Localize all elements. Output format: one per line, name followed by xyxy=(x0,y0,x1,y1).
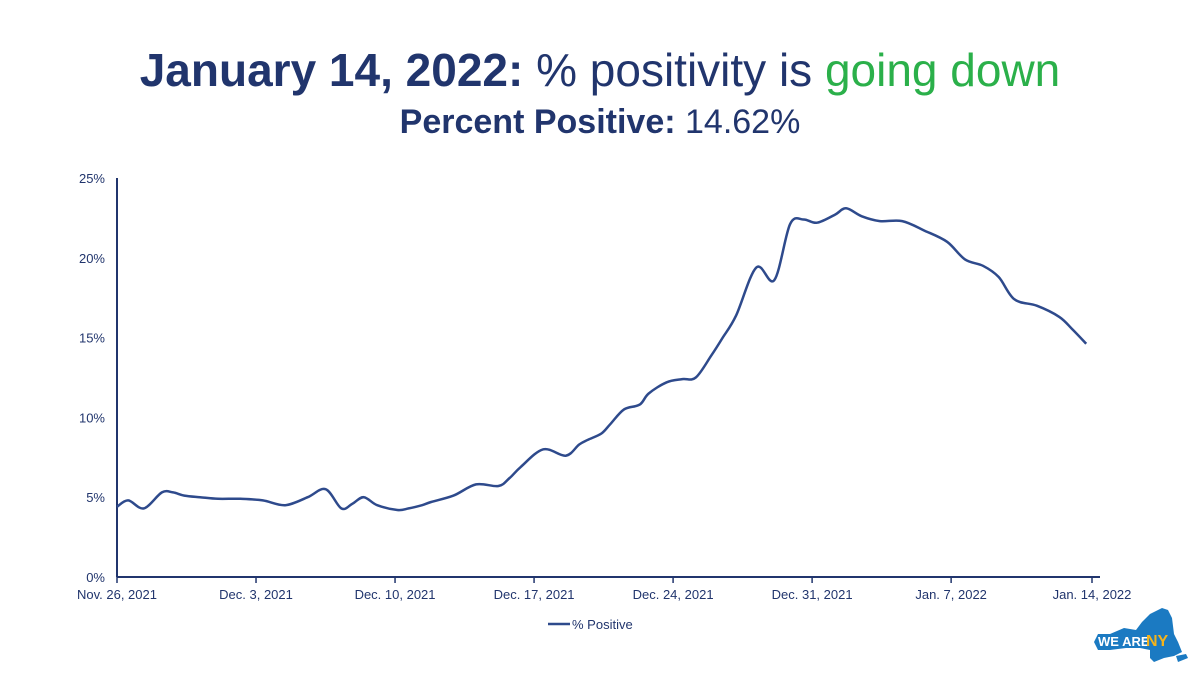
series-line-percent-positive xyxy=(116,207,1088,512)
title-text: % positivity is xyxy=(523,44,825,96)
y-tick-label: 0% xyxy=(86,570,105,585)
legend-label: % Positive xyxy=(572,617,633,632)
x-tick-label: Dec. 17, 2021 xyxy=(494,587,575,602)
logo-ny-text: NY xyxy=(1146,633,1169,650)
new-york-state-map-icon xyxy=(1094,608,1182,662)
x-tick-label: Jan. 14, 2022 xyxy=(1053,587,1132,602)
x-tick-label: Dec. 31, 2021 xyxy=(772,587,853,602)
we-are-ny-logo: WE ARE NY xyxy=(1094,608,1188,662)
x-tick-label: Nov. 26, 2021 xyxy=(77,587,157,602)
logo-we-are-text: WE ARE xyxy=(1098,634,1150,649)
x-tick-label: Jan. 7, 2022 xyxy=(915,587,987,602)
subtitle-value: 14.62% xyxy=(675,103,801,141)
x-tick-label: Dec. 24, 2021 xyxy=(633,587,714,602)
x-tick-label: Dec. 3, 2021 xyxy=(219,587,293,602)
y-tick-label: 15% xyxy=(79,331,105,346)
page-subtitle: Percent Positive: 14.62% xyxy=(0,100,1200,144)
y-tick-label: 10% xyxy=(79,410,105,425)
title-highlight: going down xyxy=(824,44,1061,96)
subtitle-label: Percent Positive: xyxy=(399,103,676,141)
y-tick-label: 25% xyxy=(79,171,105,186)
y-tick-label: 5% xyxy=(86,490,105,505)
x-tick-label: Dec. 10, 2021 xyxy=(355,587,436,602)
title-date: January 14, 2022: xyxy=(139,44,524,96)
page-title: January 14, 2022: % positivity is going … xyxy=(0,40,1200,100)
y-tick-label: 20% xyxy=(79,251,105,266)
